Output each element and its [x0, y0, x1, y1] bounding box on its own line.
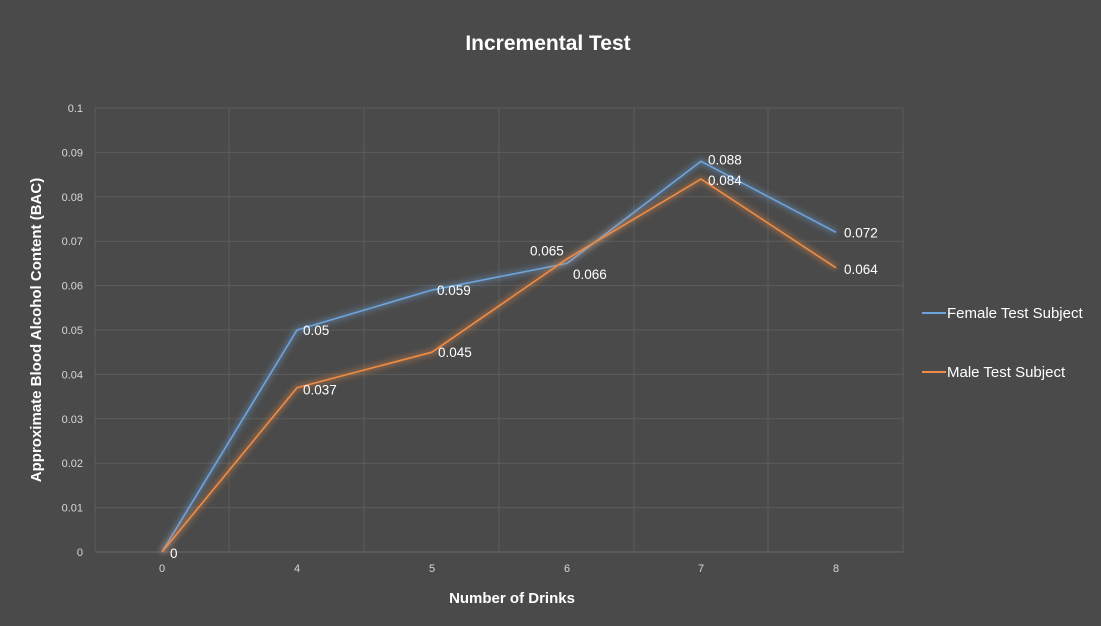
x-tick-label: 6 — [564, 563, 570, 575]
axis-ticks: 0 0.01 0.02 0.03 0.04 0.05 0.06 0.07 0.08 0.09 0.1… — [62, 103, 839, 575]
y-tick-label: 0.06 — [62, 281, 83, 293]
legend-label-male: Male Test Subject — [947, 364, 1066, 381]
y-axis-title: Approximate Blood Alcohol Content (BAC) — [28, 178, 45, 482]
data-label-female: 0 — [170, 546, 178, 561]
chart-title: Incremental Test — [465, 32, 630, 55]
series-line-male — [161, 178, 837, 553]
series-lines — [159, 158, 838, 554]
data-label-male: 0.084 — [708, 173, 742, 188]
series-line-female — [161, 160, 837, 553]
legend: Female Test Subject Male Test Subject — [922, 305, 1083, 381]
y-tick-label: 0.05 — [62, 325, 83, 337]
y-tick-label: 0 — [77, 547, 83, 559]
legend-label-female: Female Test Subject — [947, 305, 1083, 322]
data-label-male: 0.064 — [844, 262, 878, 277]
data-labels: 0 0.05 0.059 0.065 0.088 0.072 0.037 0.045 0.066… — [170, 152, 878, 561]
x-tick-label: 0 — [159, 563, 165, 575]
data-label-male: 0.066 — [573, 267, 607, 282]
y-tick-label: 0.1 — [68, 103, 83, 115]
x-axis-title: Number of Drinks — [449, 590, 575, 607]
y-tick-label: 0.03 — [62, 414, 83, 426]
x-tick-label: 4 — [294, 563, 300, 575]
data-label-female: 0.072 — [844, 225, 878, 240]
y-tick-label: 0.04 — [62, 369, 83, 381]
x-tick-label: 5 — [429, 563, 435, 575]
data-label-male: 0.037 — [303, 383, 337, 398]
y-tick-label: 0.07 — [62, 236, 83, 248]
y-tick-label: 0.08 — [62, 192, 83, 204]
grid-lines — [94, 107, 904, 553]
x-tick-label: 7 — [698, 563, 704, 575]
x-tick-label: 8 — [833, 563, 839, 575]
data-label-female: 0.05 — [303, 323, 329, 338]
y-tick-label: 0.09 — [62, 147, 83, 159]
y-tick-label: 0.02 — [62, 458, 83, 470]
data-label-female: 0.065 — [530, 243, 564, 258]
data-label-female: 0.059 — [437, 283, 471, 298]
data-label-female: 0.088 — [708, 152, 742, 167]
data-label-male: 0.045 — [438, 345, 472, 360]
y-tick-label: 0.01 — [62, 503, 83, 515]
